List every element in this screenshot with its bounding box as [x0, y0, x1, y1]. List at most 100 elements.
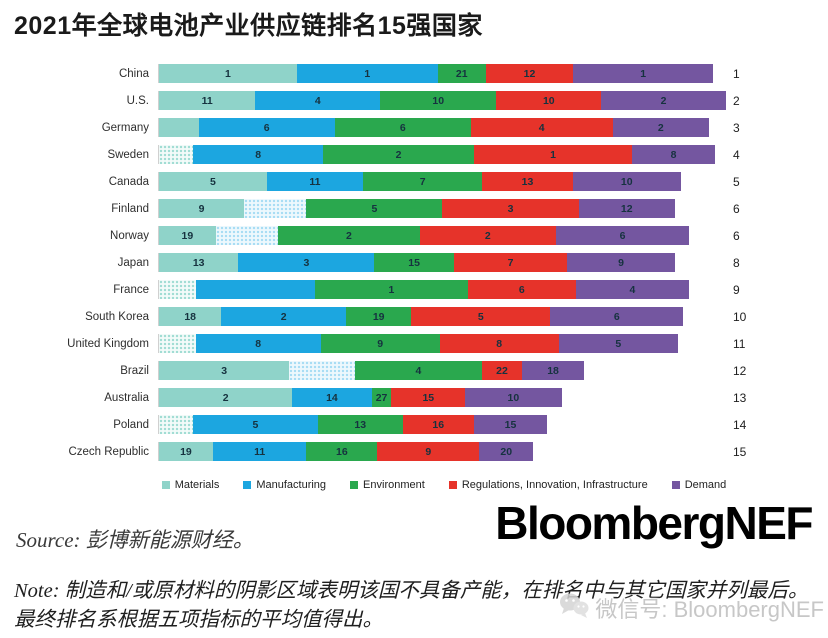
- bar-segment-materials: 3: [159, 361, 290, 380]
- bar-segment-manufacturing: [195, 280, 315, 299]
- chart-row: Australia 2 14 27 15 10 13: [0, 384, 828, 411]
- segment-rank-label: 1: [640, 67, 647, 80]
- chart-row: U.S. 11 4 10 10 2 2: [0, 87, 828, 114]
- segment-rank-label: 1: [550, 148, 556, 161]
- chart-row: Canada 5 11 7 13 10 5: [0, 168, 828, 195]
- segment-rank-label: 9: [618, 256, 624, 269]
- bar-segment-regulations-innovation-infrastructure: 16: [402, 415, 474, 434]
- overall-rank-label: 11: [733, 336, 746, 351]
- bar-segment-environment: 16: [306, 442, 378, 461]
- legend-swatch: [243, 481, 252, 489]
- chart-row: Sweden 8 2 1 8 4: [0, 141, 828, 168]
- bar-segment-demand: 1: [573, 64, 713, 83]
- overall-rank-label: 4: [733, 147, 740, 162]
- legend-swatch: [448, 481, 457, 489]
- bar-segment-environment: 4: [354, 361, 483, 380]
- overall-rank-label: 1: [733, 66, 740, 81]
- overall-rank-label: 13: [733, 390, 747, 405]
- stacked-bar: 9 5 3 12: [158, 199, 726, 218]
- bar-segment-regulations-innovation-infrastructure: 8: [439, 334, 559, 353]
- bar-segment-demand: 10: [465, 388, 562, 407]
- segment-rank-label: 2: [657, 121, 664, 134]
- chart-row: Germany 6 6 4 2 3: [0, 114, 828, 141]
- bar-segment-environment: 5: [306, 199, 443, 218]
- chart-row: Czech Republic 19 11 16 9 20 15: [0, 438, 828, 465]
- segment-rank-label: 8: [255, 148, 262, 161]
- stacked-bar: 2 14 27 15 10: [158, 388, 726, 407]
- bar-segment-demand: 15: [473, 415, 548, 434]
- stacked-bar: 18 2 19 5 6: [158, 307, 726, 326]
- bar-segment-materials: 18: [159, 307, 222, 326]
- segment-rank-label: 3: [221, 364, 228, 377]
- segment-rank-label: 5: [477, 310, 484, 323]
- wechat-icon: [558, 591, 590, 625]
- bar-segment-materials: 9: [159, 199, 245, 218]
- bar-segment-environment: 9: [320, 334, 440, 353]
- country-label: Sweden: [107, 148, 149, 161]
- segment-rank-label: 15: [422, 391, 435, 404]
- bar-segment-demand: 20: [479, 442, 534, 461]
- bar-segment-manufacturing: 5: [193, 415, 318, 434]
- segment-rank-label: 4: [629, 283, 636, 296]
- bar-segment-materials: [159, 334, 196, 353]
- segment-rank-label: 6: [399, 121, 406, 134]
- bar-segment-demand: 18: [521, 361, 585, 380]
- bar-segment-demand: 8: [632, 145, 715, 164]
- segment-rank-label: 8: [255, 337, 262, 350]
- segment-rank-label: 2: [395, 148, 402, 161]
- segment-rank-label: 27: [375, 391, 388, 404]
- segment-rank-label: 3: [303, 256, 310, 269]
- segment-rank-label: 15: [408, 256, 420, 269]
- bar-segment-manufacturing: 6: [198, 118, 335, 137]
- segment-rank-label: 10: [542, 94, 555, 107]
- stacked-bar: 11 4 10 10 2: [158, 91, 726, 110]
- bar-segment-regulations-innovation-infrastructure: 22: [482, 361, 522, 380]
- overall-rank-label: 12: [733, 363, 747, 378]
- bar-segment-demand: 4: [575, 280, 690, 299]
- segment-rank-label: 2: [346, 229, 352, 242]
- bar-segment-demand: 6: [550, 307, 684, 326]
- legend-item-materials: Materials: [161, 479, 219, 491]
- legend-item-demand: Demand: [671, 479, 727, 491]
- segment-rank-label: 7: [507, 256, 514, 269]
- bar-segment-demand: 2: [601, 91, 726, 110]
- bar-segment-materials: 2: [159, 388, 293, 407]
- chart-row: Japan 13 3 15 7 9 8: [0, 249, 828, 276]
- bar-segment-environment: 27: [371, 388, 392, 407]
- stacked-bar: 3 4 22 18: [158, 361, 726, 380]
- segment-rank-label: 5: [252, 418, 259, 431]
- segment-rank-label: 9: [377, 337, 384, 350]
- legend-label: Manufacturing: [256, 479, 327, 491]
- country-label: Brazil: [120, 364, 149, 377]
- segment-rank-label: 2: [222, 391, 229, 404]
- legend-label: Demand: [684, 479, 727, 491]
- segment-rank-label: 6: [263, 121, 270, 134]
- overall-rank-label: 2: [733, 93, 740, 108]
- segment-rank-label: 4: [538, 121, 545, 134]
- segment-rank-label: 15: [504, 418, 517, 431]
- segment-rank-label: 3: [507, 202, 514, 215]
- bar-segment-regulations-innovation-infrastructure: 13: [482, 172, 573, 191]
- bar-segment-manufacturing: 11: [212, 442, 307, 461]
- bar-segment-demand: 9: [567, 253, 675, 272]
- segment-rank-label: 20: [500, 445, 513, 458]
- segment-rank-label: 10: [507, 391, 520, 404]
- bar-segment-materials: [159, 145, 194, 164]
- bar-segment-manufacturing: 8: [195, 334, 321, 353]
- bar-segment-regulations-innovation-infrastructure: 3: [442, 199, 579, 218]
- country-label: France: [113, 283, 149, 296]
- stacked-bar: 5 13 16 15: [158, 415, 726, 434]
- chart-row: Norway 19 2 2 6 6: [0, 222, 828, 249]
- bar-segment-manufacturing: 1: [296, 64, 438, 83]
- bar-segment-environment: 15: [374, 253, 454, 272]
- wechat-watermark: 微信号: BloombergNEF: [558, 591, 824, 625]
- chart-row: United Kingdom 8 9 8 5 11: [0, 330, 828, 357]
- segment-rank-label: 12: [620, 202, 633, 215]
- segment-rank-label: 11: [201, 94, 213, 107]
- country-label: Norway: [110, 229, 149, 242]
- segment-rank-label: 1: [388, 283, 395, 296]
- stacked-bar-chart: China 1 1 21 12 1 1 U.S. 11 4 10 10 2 2 Germany 6 6 4 2 3 Sw…: [0, 60, 828, 491]
- segment-rank-label: 11: [309, 175, 321, 188]
- legend-label: Regulations, Innovation, Infrastructure: [461, 479, 648, 491]
- segment-rank-label: 1: [364, 67, 371, 80]
